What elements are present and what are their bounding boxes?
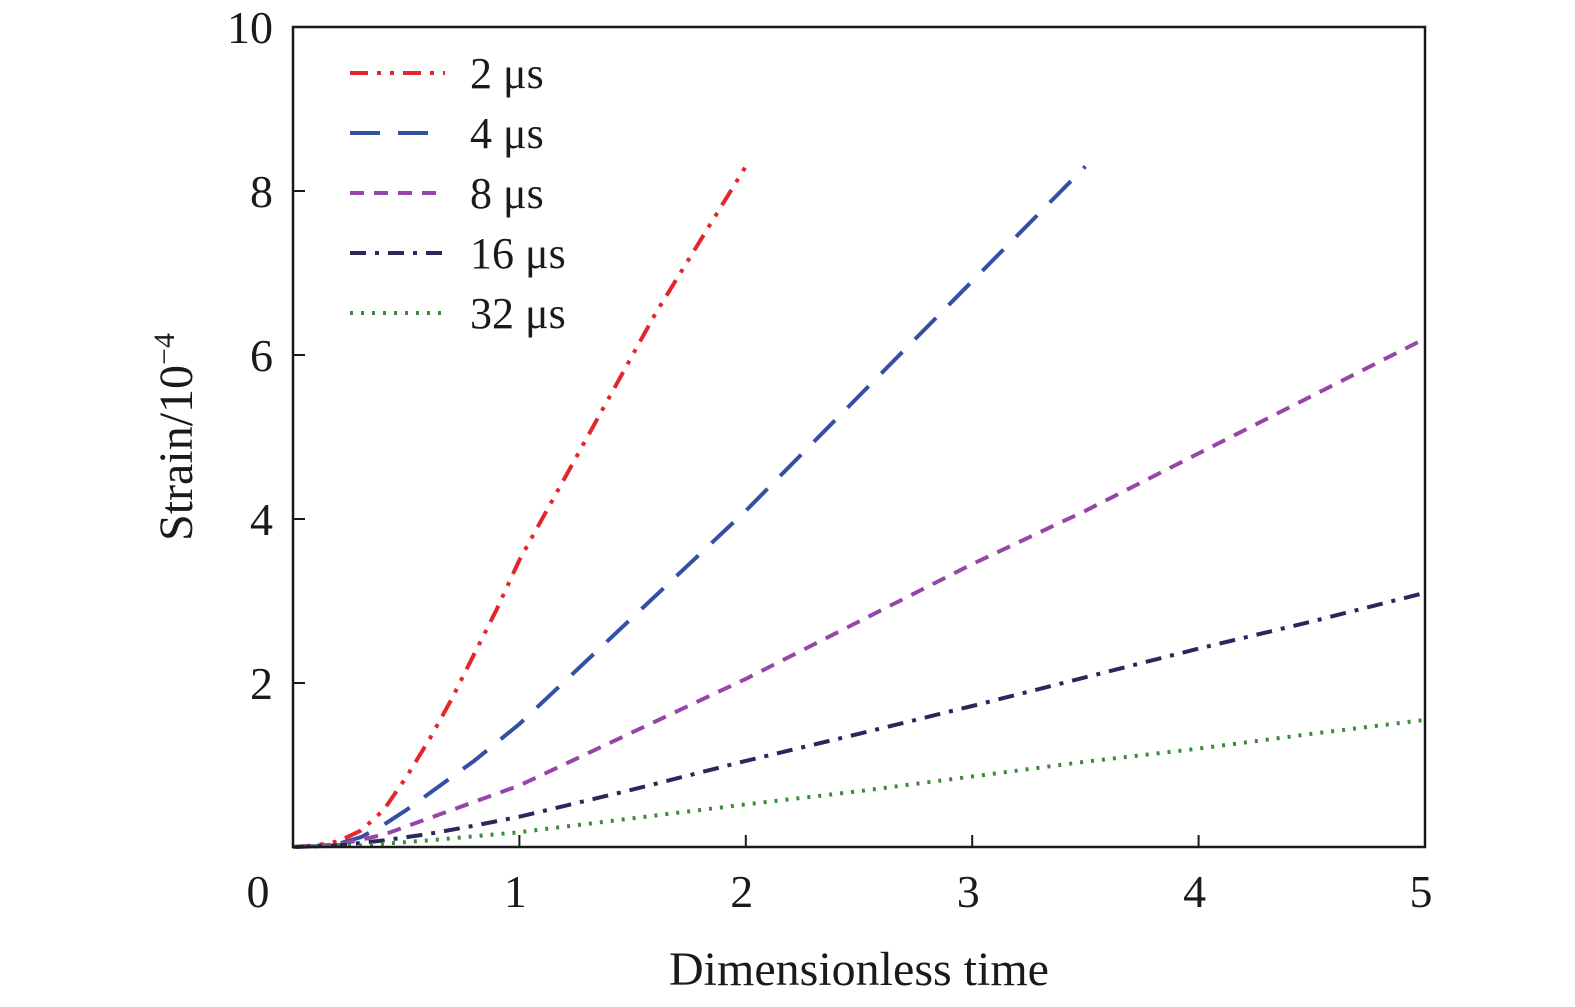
x-tick-label-0: 0 <box>247 866 270 917</box>
series-line-4 <box>292 717 1426 849</box>
series-layer <box>292 164 1426 849</box>
y-tick-label-2: 6 <box>250 330 273 381</box>
x-tick-label-4: 4 <box>1183 866 1206 917</box>
x-axis-title: Dimensionless time <box>669 943 1049 996</box>
y-tick-label-4: 10 <box>227 2 273 53</box>
legend-label-4: 32 μs <box>470 289 566 338</box>
x-tick-label-1: 1 <box>504 866 527 917</box>
legend-label-1: 4 μs <box>470 109 544 158</box>
plot-frame <box>291 25 1427 849</box>
legend-label-0: 2 μs <box>470 49 544 98</box>
series-line-3 <box>292 590 1426 849</box>
series-line-1 <box>292 164 1087 849</box>
ticks-layer: 0 1 2 3 4 5 2 4 6 8 10 <box>227 2 1433 917</box>
y-tick-label-0: 2 <box>250 658 273 709</box>
y-axis-title-base: Strain/10 <box>150 365 203 541</box>
series-line-2 <box>292 336 1426 849</box>
y-axis-title: Strain/10−4 <box>148 333 203 541</box>
y-tick-label-1: 4 <box>250 494 273 545</box>
y-axis-title-exponent: −4 <box>148 333 181 365</box>
x-tick-label-2: 2 <box>730 866 753 917</box>
x-tick-label-3: 3 <box>957 866 980 917</box>
x-tick-label-5: 5 <box>1410 866 1433 917</box>
series-line-0 <box>292 165 748 849</box>
legend: 2 μs 4 μs 8 μs 16 μs 32 μs <box>350 49 566 338</box>
legend-label-2: 8 μs <box>470 169 544 218</box>
legend-label-3: 16 μs <box>470 229 566 278</box>
y-tick-label-3: 8 <box>250 166 273 217</box>
